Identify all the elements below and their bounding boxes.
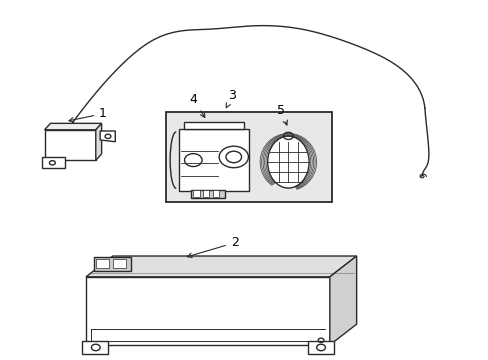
Bar — [178, 129, 249, 192]
Bar — [113, 260, 126, 269]
Polygon shape — [100, 131, 115, 142]
Bar — [183, 122, 244, 129]
Polygon shape — [42, 157, 65, 168]
Bar — [203, 190, 209, 197]
Polygon shape — [44, 123, 102, 130]
Polygon shape — [82, 341, 108, 354]
Bar — [212, 190, 219, 197]
Polygon shape — [86, 256, 356, 277]
Text: 5: 5 — [277, 104, 287, 125]
Polygon shape — [44, 130, 96, 160]
Polygon shape — [86, 277, 329, 345]
Text: 2: 2 — [187, 236, 238, 257]
Bar — [166, 112, 331, 202]
Text: 1: 1 — [69, 107, 107, 122]
Text: 4: 4 — [189, 93, 204, 117]
Bar — [94, 257, 130, 271]
Bar — [193, 190, 199, 197]
Polygon shape — [96, 123, 102, 160]
Polygon shape — [329, 256, 356, 345]
Ellipse shape — [267, 136, 308, 188]
Polygon shape — [307, 341, 333, 354]
Polygon shape — [190, 190, 224, 198]
Text: 3: 3 — [226, 89, 236, 108]
Bar — [96, 260, 109, 269]
